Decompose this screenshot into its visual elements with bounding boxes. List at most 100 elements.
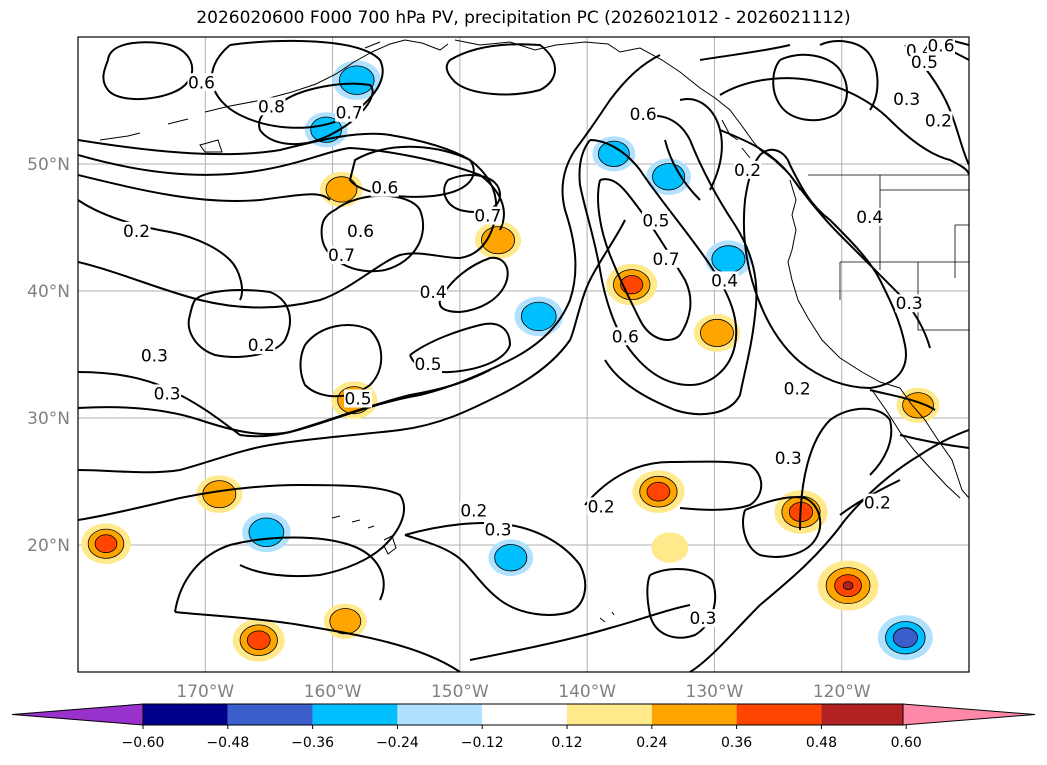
precip-level bbox=[902, 392, 934, 419]
contour-label-text: 0.2 bbox=[460, 501, 487, 521]
contour-label-bg bbox=[924, 111, 953, 130]
contour-label: 0.3 bbox=[774, 449, 803, 469]
contour-label-text: 0.3 bbox=[485, 520, 512, 540]
precip-anomaly bbox=[332, 60, 381, 101]
contour-label-text: 0.7 bbox=[474, 207, 501, 227]
contour-line bbox=[78, 146, 505, 231]
colorbar-tick-label: −0.48 bbox=[206, 735, 249, 751]
precip-level bbox=[520, 301, 557, 332]
contour-line bbox=[78, 483, 405, 578]
contour-line bbox=[78, 219, 626, 474]
contour-label: 0.7 bbox=[327, 245, 356, 266]
contour-label-bg bbox=[652, 249, 681, 268]
contour-label-text: 0.8 bbox=[258, 97, 285, 117]
precip-anomaly bbox=[488, 539, 534, 577]
precip-level bbox=[892, 627, 918, 649]
contour-label-text: 0.7 bbox=[653, 250, 680, 270]
contour-label: 0.2 bbox=[122, 221, 151, 242]
colorbar-segment bbox=[312, 704, 398, 725]
colorbar-extend-max bbox=[902, 703, 1036, 726]
contour-label: 0.6 bbox=[346, 221, 375, 242]
precip-anomaly bbox=[705, 240, 752, 279]
contour-label-bg bbox=[122, 221, 151, 240]
colorbar-tick-label: 0.12 bbox=[551, 735, 582, 751]
chart-title: 2026020600 F000 700 hPa PV, precipitatio… bbox=[196, 8, 851, 28]
contour-label: 0.6 bbox=[611, 327, 640, 347]
lon-tick-label: 140°W bbox=[558, 682, 616, 702]
contour-line bbox=[597, 178, 692, 341]
contour-line bbox=[578, 139, 738, 387]
contour-label: 0.5 bbox=[344, 389, 373, 409]
lon-tick-label: 130°W bbox=[686, 682, 744, 702]
colorbar-outline bbox=[142, 703, 904, 726]
contour-line bbox=[258, 82, 374, 146]
contour-label-bg bbox=[855, 207, 884, 226]
contour-label-text: 0.7 bbox=[336, 104, 363, 124]
contour-label-text: 0.7 bbox=[328, 246, 355, 266]
precip-anomaly bbox=[693, 314, 740, 352]
contour-label-bg bbox=[247, 336, 276, 355]
precip-anomaly bbox=[242, 512, 291, 553]
contour-label-bg bbox=[783, 379, 812, 398]
colorbar-tick-label: 0.36 bbox=[721, 735, 752, 751]
axis-tick-labels: 170°W 160°W 150°W 140°W 130°W 120°W 50°N 40°N 30… bbox=[27, 155, 871, 702]
precip-level bbox=[248, 517, 285, 547]
contour-line bbox=[469, 604, 691, 661]
contour-label-bg bbox=[926, 37, 955, 55]
precip-anomaly bbox=[232, 618, 285, 662]
contour-label: 0.3 bbox=[153, 384, 182, 404]
contour-label-bg bbox=[892, 89, 921, 108]
colorbar-tick-label: −0.12 bbox=[461, 735, 504, 751]
precip-anomalies bbox=[81, 60, 940, 662]
contour-label-bg bbox=[710, 271, 739, 290]
lon-tick-label: 150°W bbox=[431, 682, 489, 702]
precip-level bbox=[94, 534, 118, 554]
contour-line bbox=[604, 115, 758, 416]
lat-tick-label: 30°N bbox=[27, 409, 70, 429]
contour-label-text: 0.3 bbox=[141, 346, 168, 366]
lat-tick-label: 50°N bbox=[27, 155, 70, 175]
contour-label: 0.2 bbox=[587, 497, 616, 517]
contour-label-text: 0.4 bbox=[856, 208, 883, 228]
precip-anomaly bbox=[877, 615, 933, 661]
contour-line bbox=[78, 54, 661, 438]
precip-anomaly bbox=[319, 171, 363, 208]
contour-label-text: 0.2 bbox=[925, 111, 952, 131]
contour-label-bg bbox=[419, 282, 448, 301]
contour-line bbox=[320, 194, 425, 273]
contour-label-bg bbox=[895, 294, 924, 313]
contour-label-bg bbox=[611, 327, 640, 346]
contour-line bbox=[689, 429, 969, 672]
precip-anomaly bbox=[817, 560, 879, 611]
contour-label-text: 0.3 bbox=[896, 294, 923, 314]
contour-label-text: 0.3 bbox=[775, 449, 802, 469]
contour-label-text: 0.4 bbox=[420, 283, 447, 303]
contour-label-text: 0.2 bbox=[123, 222, 150, 242]
contour-label: 0.2 bbox=[733, 160, 762, 181]
contour-labels: 0.60.8 0.70.60.70.60.70.40.20.20.30.30.50… bbox=[122, 37, 955, 629]
precip-anomaly bbox=[196, 475, 243, 514]
contour-label: 0.2 bbox=[783, 379, 812, 399]
contour-label-text: 0.2 bbox=[864, 494, 891, 514]
colorbar-segment bbox=[651, 704, 737, 725]
colorbar-tick-label: 0.60 bbox=[891, 735, 922, 751]
contour-label-bg bbox=[414, 355, 443, 374]
precip-level bbox=[325, 176, 358, 203]
lat-lon-grid bbox=[78, 37, 969, 672]
contour-label-bg bbox=[863, 493, 892, 512]
contour-label: 0.3 bbox=[895, 294, 924, 314]
contour-label: 0.6 bbox=[926, 37, 955, 56]
contour-label-bg bbox=[344, 389, 373, 408]
precip-level bbox=[597, 140, 630, 167]
precip-level bbox=[494, 544, 528, 572]
precip-anomaly bbox=[632, 470, 685, 513]
contour-label-bg bbox=[587, 497, 616, 516]
contour-label-bg bbox=[484, 520, 513, 539]
lon-tick-label: 170°W bbox=[176, 682, 234, 702]
contour-label-text: 0.5 bbox=[642, 212, 669, 232]
contour-label-text: 0.2 bbox=[588, 497, 615, 517]
contour-label: 0.7 bbox=[473, 206, 502, 227]
colorbar-segment bbox=[227, 704, 313, 725]
precip-level bbox=[651, 532, 689, 563]
contour-label-bg bbox=[473, 206, 502, 225]
